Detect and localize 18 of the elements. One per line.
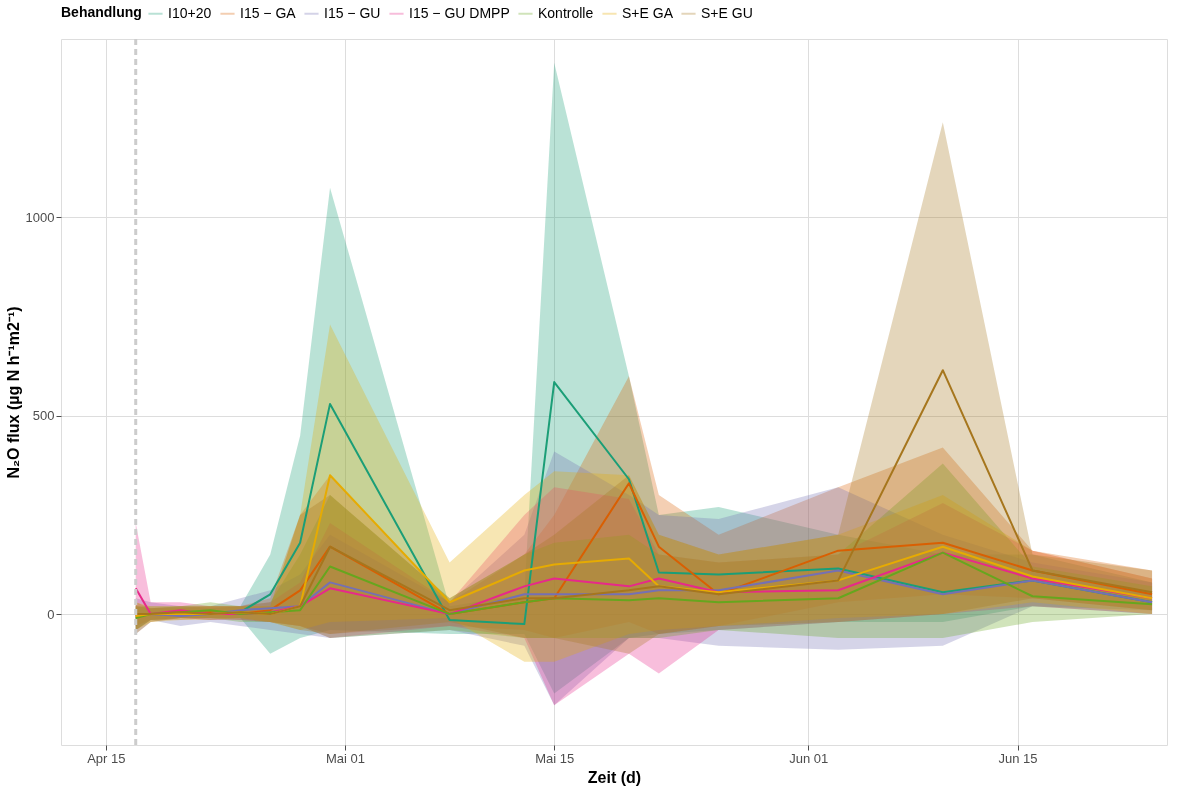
- y-axis-title: N₂O flux (µg N h⁻¹m2⁻¹): [4, 306, 22, 479]
- legend-label: I15 − GU DMPP: [409, 4, 510, 21]
- legend-label: S+E GU: [701, 4, 753, 21]
- y-tick-label: 500: [32, 408, 55, 424]
- x-tick-label: Mai 15: [535, 750, 575, 766]
- x-axis-title: Zeit (d): [587, 768, 642, 786]
- legend-label: Kontrolle: [538, 4, 594, 21]
- legend-title: Behandlung: [61, 4, 142, 20]
- x-tick-label: Apr 15: [87, 750, 126, 766]
- x-tick-label: Mai 01: [325, 750, 365, 766]
- y-tick-label: 0: [47, 606, 55, 622]
- x-tick-label: Jun 15: [998, 750, 1038, 766]
- legend-label: S+E GA: [622, 4, 674, 21]
- legend-label: I15 − GU: [324, 4, 381, 21]
- legend-label: I15 − GA: [240, 4, 297, 21]
- x-tick-label: Jun 01: [789, 750, 829, 766]
- y-tick-label: 1000: [25, 209, 55, 225]
- legend-label: I10+20: [168, 4, 212, 21]
